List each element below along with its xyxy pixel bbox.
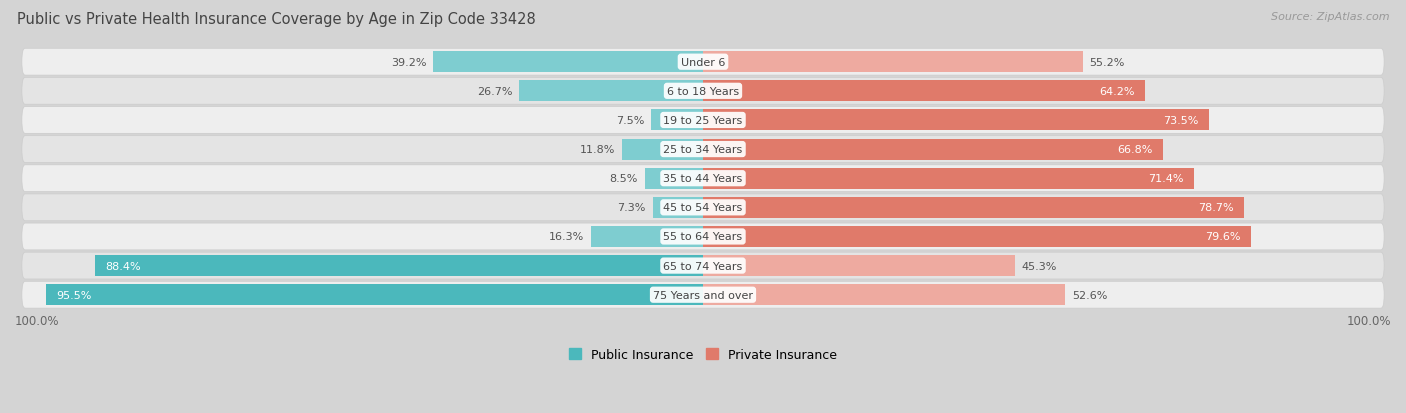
Bar [621, 139, 703, 160]
Text: 88.4%: 88.4% [105, 261, 141, 271]
Bar [519, 81, 703, 102]
FancyBboxPatch shape [22, 49, 1384, 76]
Bar [703, 169, 1194, 189]
Text: 26.7%: 26.7% [477, 87, 512, 97]
Text: 71.4%: 71.4% [1149, 174, 1184, 184]
Text: 100.0%: 100.0% [15, 314, 59, 327]
Text: 16.3%: 16.3% [548, 232, 583, 242]
Text: 73.5%: 73.5% [1163, 116, 1198, 126]
Text: Source: ZipAtlas.com: Source: ZipAtlas.com [1271, 12, 1389, 22]
Bar [703, 226, 1251, 247]
Bar [433, 52, 703, 73]
Text: Under 6: Under 6 [681, 57, 725, 67]
Bar [591, 226, 703, 247]
Text: 64.2%: 64.2% [1099, 87, 1135, 97]
Bar [703, 256, 1015, 276]
Text: 19 to 25 Years: 19 to 25 Years [664, 116, 742, 126]
Text: 7.5%: 7.5% [616, 116, 644, 126]
FancyBboxPatch shape [22, 136, 1384, 163]
Text: 78.7%: 78.7% [1198, 203, 1234, 213]
Text: 79.6%: 79.6% [1205, 232, 1240, 242]
Text: 11.8%: 11.8% [579, 145, 614, 155]
FancyBboxPatch shape [22, 165, 1384, 192]
Bar [703, 81, 1144, 102]
Bar [703, 110, 1209, 131]
Text: 100.0%: 100.0% [1347, 314, 1391, 327]
FancyBboxPatch shape [22, 107, 1384, 134]
Text: 39.2%: 39.2% [391, 57, 426, 67]
Bar [652, 197, 703, 218]
Text: 66.8%: 66.8% [1116, 145, 1153, 155]
FancyBboxPatch shape [22, 223, 1384, 250]
Text: 65 to 74 Years: 65 to 74 Years [664, 261, 742, 271]
Bar [46, 285, 703, 306]
Text: 8.5%: 8.5% [609, 174, 638, 184]
Text: 95.5%: 95.5% [56, 290, 91, 300]
Text: 75 Years and over: 75 Years and over [652, 290, 754, 300]
Text: 7.3%: 7.3% [617, 203, 645, 213]
Text: Public vs Private Health Insurance Coverage by Age in Zip Code 33428: Public vs Private Health Insurance Cover… [17, 12, 536, 27]
Text: 55 to 64 Years: 55 to 64 Years [664, 232, 742, 242]
Text: 45.3%: 45.3% [1022, 261, 1057, 271]
Text: 25 to 34 Years: 25 to 34 Years [664, 145, 742, 155]
FancyBboxPatch shape [22, 282, 1384, 309]
FancyBboxPatch shape [22, 195, 1384, 221]
Bar [703, 197, 1244, 218]
FancyBboxPatch shape [22, 253, 1384, 279]
Bar [644, 169, 703, 189]
Text: 6 to 18 Years: 6 to 18 Years [666, 87, 740, 97]
Bar [703, 52, 1083, 73]
Bar [703, 139, 1163, 160]
Legend: Public Insurance, Private Insurance: Public Insurance, Private Insurance [568, 348, 838, 361]
Bar [651, 110, 703, 131]
Bar [703, 285, 1064, 306]
Text: 55.2%: 55.2% [1090, 57, 1125, 67]
FancyBboxPatch shape [22, 78, 1384, 105]
Text: 52.6%: 52.6% [1071, 290, 1107, 300]
Bar [94, 256, 703, 276]
Text: 35 to 44 Years: 35 to 44 Years [664, 174, 742, 184]
Text: 45 to 54 Years: 45 to 54 Years [664, 203, 742, 213]
